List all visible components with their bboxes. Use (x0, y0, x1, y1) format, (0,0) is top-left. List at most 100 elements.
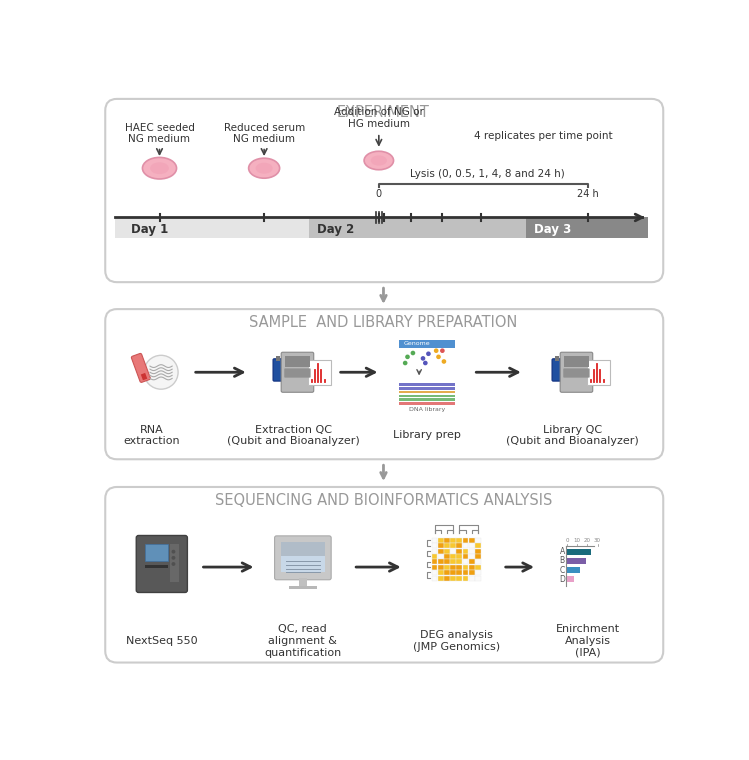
Bar (399, 402, 455, 405)
Bar (399, 398, 455, 401)
Bar (456, 565, 462, 570)
Bar (437, 575, 443, 581)
Bar (463, 570, 468, 575)
Text: A: A (560, 547, 565, 556)
Text: SAMPLE  AND LIBRARY PREPARATION: SAMPLE AND LIBRARY PREPARATION (249, 315, 518, 330)
Text: Day 2: Day 2 (317, 223, 354, 236)
Bar (444, 570, 449, 575)
Text: HAEC seeded
NG medium: HAEC seeded NG medium (124, 123, 195, 144)
Bar (285, 356, 310, 367)
Bar (567, 558, 586, 564)
Bar (456, 549, 462, 553)
Bar (567, 549, 592, 555)
Circle shape (144, 356, 178, 389)
Bar (141, 373, 148, 380)
Bar (450, 538, 456, 543)
Bar (299, 578, 307, 587)
Text: Library prep: Library prep (393, 430, 461, 440)
Text: 24 h: 24 h (577, 189, 599, 199)
Bar (145, 565, 168, 568)
Bar (475, 575, 481, 581)
Bar (289, 585, 317, 590)
Bar (276, 356, 280, 362)
Bar (399, 348, 455, 350)
Bar (463, 559, 468, 565)
Bar (444, 575, 449, 581)
Bar (281, 556, 324, 572)
Text: Addition of NG or
HG medium: Addition of NG or HG medium (334, 107, 424, 129)
Ellipse shape (364, 151, 393, 169)
Bar (431, 559, 437, 565)
Bar (469, 570, 475, 575)
Circle shape (434, 348, 438, 353)
Ellipse shape (255, 163, 273, 174)
Bar (444, 538, 449, 543)
Bar (437, 565, 443, 570)
Bar (469, 549, 475, 553)
FancyBboxPatch shape (285, 369, 311, 378)
Ellipse shape (142, 157, 177, 179)
FancyBboxPatch shape (552, 359, 562, 381)
Bar (431, 543, 437, 548)
Bar (469, 554, 475, 559)
Text: QC, read
alignment &
quantification: QC, read alignment & quantification (264, 625, 342, 657)
Circle shape (172, 556, 175, 560)
FancyBboxPatch shape (136, 536, 187, 593)
Bar (437, 570, 443, 575)
Bar (526, 217, 648, 237)
FancyBboxPatch shape (560, 352, 592, 392)
Circle shape (172, 549, 175, 553)
Bar (450, 549, 456, 553)
Bar (567, 576, 574, 582)
Bar (475, 538, 481, 543)
Circle shape (172, 562, 175, 566)
Bar (450, 554, 456, 559)
Bar (399, 387, 455, 390)
Bar (145, 544, 168, 561)
Bar (450, 570, 456, 575)
FancyBboxPatch shape (275, 536, 331, 580)
Bar (456, 559, 462, 565)
Ellipse shape (150, 163, 169, 174)
Bar (437, 543, 443, 548)
Text: DEG analysis
(JMP Genomics): DEG analysis (JMP Genomics) (413, 630, 500, 652)
Bar (475, 549, 481, 553)
Bar (431, 549, 437, 553)
Bar (431, 570, 437, 575)
Bar (469, 559, 475, 565)
FancyBboxPatch shape (563, 369, 589, 378)
Bar (431, 538, 437, 543)
Bar (437, 554, 443, 559)
Bar (437, 559, 443, 565)
Bar (469, 538, 475, 543)
Bar (444, 549, 449, 553)
Bar (444, 559, 449, 565)
Bar (444, 554, 449, 559)
Bar (450, 575, 456, 581)
Bar (115, 217, 309, 237)
Text: Genome: Genome (404, 340, 430, 346)
Bar (564, 356, 589, 367)
Text: Reduced serum
NG medium: Reduced serum NG medium (223, 123, 305, 144)
Bar (463, 575, 468, 581)
Bar (475, 570, 481, 575)
Bar (450, 565, 456, 570)
FancyBboxPatch shape (131, 353, 151, 382)
Bar (586, 360, 610, 385)
Circle shape (442, 359, 446, 364)
Circle shape (403, 361, 407, 366)
Text: Lysis (0, 0.5, 1, 4, 8 and 24 h): Lysis (0, 0.5, 1, 4, 8 and 24 h) (410, 169, 565, 179)
Bar (469, 565, 475, 570)
Bar (308, 360, 331, 385)
Bar (456, 575, 462, 581)
Bar (399, 340, 455, 348)
Text: Day 1: Day 1 (131, 223, 168, 236)
Bar (309, 217, 526, 237)
Bar (456, 543, 462, 548)
Bar (475, 565, 481, 570)
Bar (555, 356, 560, 362)
Text: Day 3: Day 3 (534, 223, 571, 236)
Bar (456, 554, 462, 559)
Bar (469, 543, 475, 548)
Bar (475, 554, 481, 559)
